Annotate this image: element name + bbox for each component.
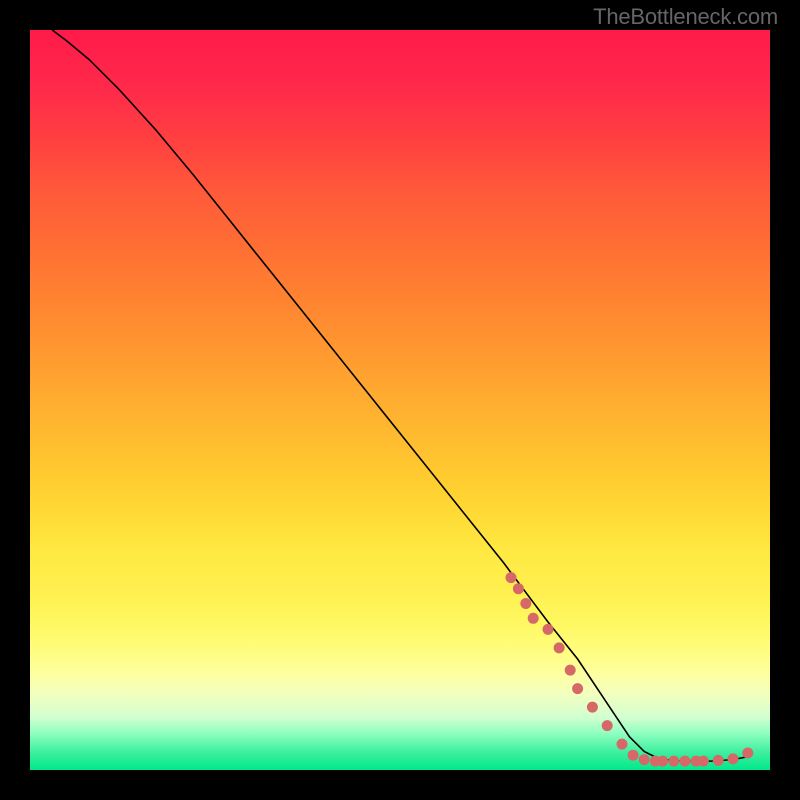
series-marker [628,750,639,761]
series-marker [698,756,709,767]
series-marker [742,747,753,758]
series-marker [668,756,679,767]
series-marker [713,755,724,766]
chart-overlay [30,30,770,770]
series-marker [520,598,531,609]
series-marker [572,683,583,694]
series-marker [587,702,598,713]
chart-area [30,30,770,770]
series-line [52,30,748,761]
series-marker [617,739,628,750]
series-marker [543,624,554,635]
series-marker [639,754,650,765]
series-marker [657,756,668,767]
series-marker [679,756,690,767]
watermark-text: TheBottleneck.com [593,4,778,30]
series-marker [506,572,517,583]
series-marker [602,720,613,731]
series-marker [513,583,524,594]
series-marker [528,613,539,624]
series-marker [554,642,565,653]
series-marker [565,665,576,676]
series-marker [728,753,739,764]
